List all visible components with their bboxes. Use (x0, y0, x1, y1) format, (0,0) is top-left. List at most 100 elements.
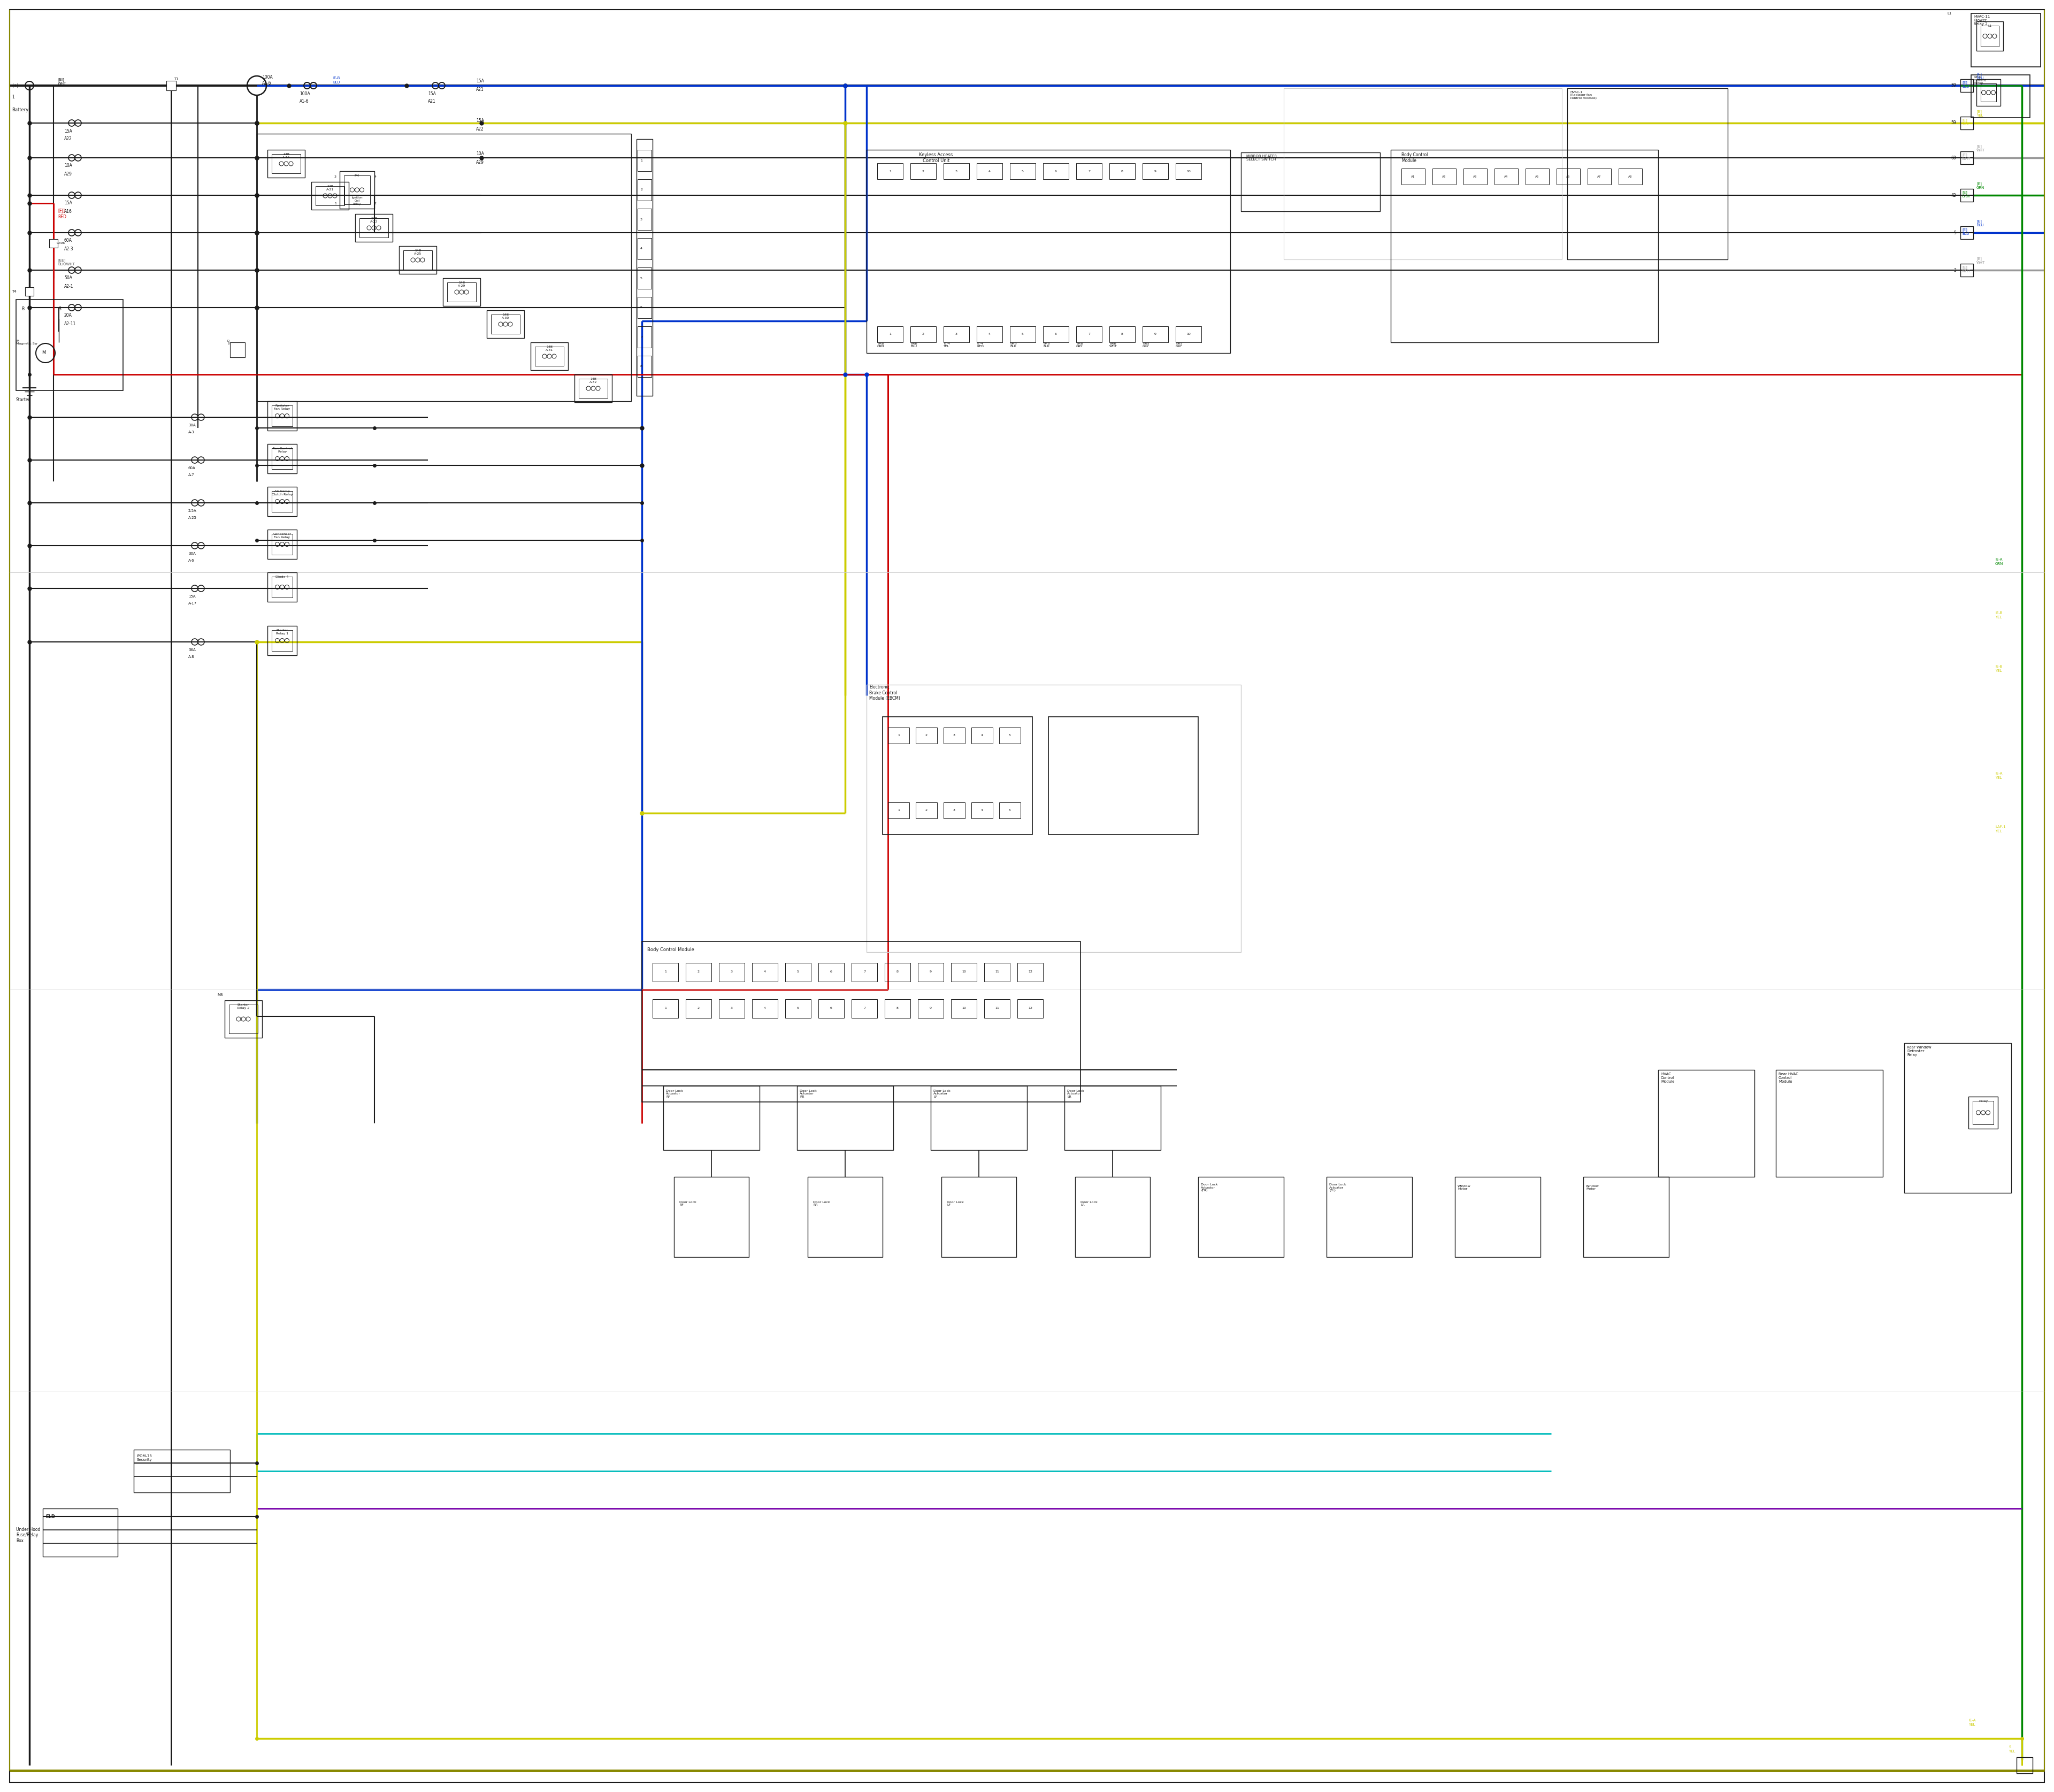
Bar (1074, 1177, 1150, 1256)
Text: IE-4
RED: IE-4 RED (978, 342, 984, 348)
Bar (1017, 962, 1043, 982)
Text: IE-A
YEL: IE-A YEL (1994, 772, 2003, 780)
Bar (807, 1177, 883, 1256)
Bar (271, 154, 300, 174)
Text: 59: 59 (1951, 82, 1955, 88)
Bar (1011, 326, 1035, 342)
Bar (867, 685, 1241, 952)
Text: Door Lock
Actuator
LR: Door Lock Actuator LR (1068, 1090, 1085, 1098)
Bar (491, 315, 520, 333)
Text: [EE]
BLK/WHT: [EE] BLK/WHT (58, 258, 74, 265)
Bar (43, 1509, 117, 1557)
Text: 5: 5 (1009, 735, 1011, 737)
Text: AC Comp
Clutch Relay: AC Comp Clutch Relay (271, 489, 292, 496)
Bar (951, 1000, 978, 1018)
Bar (1076, 163, 1101, 179)
Text: 3: 3 (953, 735, 955, 737)
Bar (887, 728, 910, 744)
Bar (885, 962, 910, 982)
Text: Window
Motor: Window Motor (1458, 1185, 1471, 1190)
Text: [E]
GRN: [E] GRN (1962, 190, 1970, 197)
Text: IE-B
YEL: IE-B YEL (1994, 665, 2003, 672)
Text: A22: A22 (64, 136, 72, 142)
Bar (918, 962, 943, 982)
Bar (1976, 22, 2003, 50)
Bar (752, 1000, 778, 1018)
Text: Door Lock
Actuator
(FL): Door Lock Actuator (FL) (1329, 1183, 1345, 1192)
Text: T1: T1 (175, 77, 179, 81)
Bar (951, 962, 978, 982)
Bar (487, 310, 524, 339)
Text: M
Magnetic Sw: M Magnetic Sw (16, 339, 37, 346)
Text: 15A: 15A (477, 79, 485, 84)
Text: 6: 6 (1056, 333, 1058, 335)
Bar (943, 728, 965, 744)
Text: Diode 4: Diode 4 (275, 575, 290, 579)
Bar (1972, 13, 2040, 66)
Bar (998, 803, 1021, 819)
Text: 60A: 60A (189, 466, 195, 470)
Text: [E]
BLU: [E] BLU (1962, 228, 1970, 235)
Bar (1904, 1043, 2011, 1193)
Bar (1495, 168, 1518, 185)
Text: T4: T4 (12, 290, 16, 294)
Text: 10: 10 (961, 971, 965, 973)
Text: ELD: ELD (45, 1514, 55, 1520)
Bar (316, 186, 345, 206)
Bar (579, 378, 608, 398)
Bar (984, 1000, 1011, 1018)
Text: 4: 4 (982, 735, 984, 737)
Bar (1976, 79, 2001, 106)
Bar (1043, 326, 1068, 342)
Text: 9: 9 (930, 971, 933, 973)
Text: 1: 1 (335, 202, 337, 204)
Bar (1980, 84, 1996, 102)
Text: 5: 5 (1009, 808, 1011, 812)
Text: Door Lock
LR: Door Lock LR (1080, 1201, 1097, 1206)
Bar (1401, 168, 1425, 185)
Text: 10A: 10A (64, 163, 72, 168)
Text: A1: A1 (1411, 176, 1415, 177)
Text: 2: 2 (922, 170, 924, 172)
Text: A-3: A-3 (189, 430, 195, 434)
Text: L1: L1 (1988, 25, 1992, 27)
Bar (637, 140, 653, 396)
Bar (1526, 168, 1549, 185)
Bar (2017, 1758, 2033, 1774)
Bar (1064, 1086, 1161, 1150)
Bar (972, 728, 992, 744)
Text: A22: A22 (477, 127, 485, 131)
Text: A29: A29 (477, 159, 485, 165)
Bar (984, 962, 1011, 982)
Text: 10: 10 (1187, 170, 1191, 172)
Bar (1142, 163, 1169, 179)
Text: A-17: A-17 (189, 602, 197, 606)
Text: 6: 6 (830, 1007, 832, 1009)
Text: 7: 7 (1089, 170, 1091, 172)
Text: 14B
A-21: 14B A-21 (327, 185, 335, 192)
Text: 14B
A-25: 14B A-25 (415, 249, 421, 254)
Bar (267, 401, 298, 430)
Bar (930, 1086, 1027, 1150)
Bar (1109, 163, 1136, 179)
Bar (885, 1000, 910, 1018)
Bar (257, 134, 631, 401)
Text: (+): (+) (12, 82, 18, 88)
Text: 1: 1 (663, 1007, 665, 1009)
Text: 2: 2 (698, 1007, 700, 1009)
Text: 11: 11 (994, 1007, 998, 1009)
Bar (1960, 226, 1974, 238)
Text: BRB
WHT: BRB WHT (1109, 342, 1117, 348)
Bar (271, 491, 292, 513)
Bar (339, 172, 374, 208)
Text: A29: A29 (64, 172, 72, 176)
Text: IE-4
TEL: IE-4 TEL (943, 342, 949, 348)
Bar (916, 803, 937, 819)
Text: D
8: D 8 (228, 339, 230, 346)
Bar (1972, 75, 2029, 118)
Text: [E]
BLU: [E] BLU (1976, 219, 1984, 228)
Bar (1175, 326, 1202, 342)
Text: 3: 3 (955, 170, 957, 172)
Bar (343, 176, 370, 204)
Bar (686, 962, 711, 982)
